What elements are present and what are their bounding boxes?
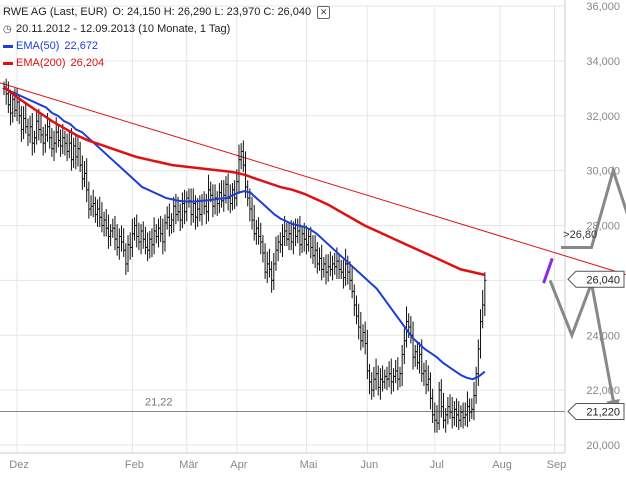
close-icon[interactable]: ✕ bbox=[317, 6, 331, 19]
support-label: 21,22 bbox=[145, 397, 173, 409]
resistance-trendline bbox=[0, 82, 626, 275]
series-layer: 21,22 >26,80 bbox=[0, 78, 626, 433]
y-tick-label: 22,000 bbox=[586, 385, 620, 397]
x-tick-label: Sep bbox=[547, 459, 567, 471]
y-tick-label: 20,000 bbox=[586, 440, 620, 452]
last-price-tag-box bbox=[567, 270, 625, 288]
period-label: 20.11.2012 - 12.09.2013 (10 Monate, 1 Ta… bbox=[16, 23, 231, 35]
y-tick-label: 24,000 bbox=[586, 330, 620, 342]
x-tick-label: Dez bbox=[9, 459, 29, 471]
x-tick-label: Mär bbox=[179, 459, 198, 471]
ema200-line bbox=[3, 85, 486, 277]
x-tick-label: Jul bbox=[430, 459, 444, 471]
ema50-value: 22,672 bbox=[64, 40, 99, 52]
y-tick-label: 36,000 bbox=[586, 1, 620, 13]
legend-period-row: ◷ 20.11.2012 - 12.09.2013 (10 Monate, 1 … bbox=[3, 21, 330, 38]
x-tick-label: Jun bbox=[360, 459, 378, 471]
ema50-label: EMA(50) bbox=[16, 40, 60, 52]
y-tick-label: 34,000 bbox=[586, 56, 620, 68]
instrument-title: RWE AG (Last, EUR) bbox=[3, 6, 108, 18]
projection-label: >26,80 bbox=[563, 229, 597, 241]
ema50-line bbox=[3, 87, 486, 381]
last-price-tag-text: 26,040 bbox=[586, 274, 620, 286]
ema200-value: 26,204 bbox=[70, 57, 105, 69]
x-tick-label: Mai bbox=[300, 459, 318, 471]
x-tick-label: Feb bbox=[125, 459, 144, 471]
support-price-tag-text: 21,220 bbox=[586, 407, 620, 419]
legend: RWE AG (Last, EUR) O: 24,150 H: 26,290 L… bbox=[3, 4, 331, 72]
ema50-swatch bbox=[3, 45, 13, 48]
x-tick-label: Apr bbox=[230, 459, 247, 471]
legend-ema50-row[interactable]: EMA(50) 22,672 bbox=[3, 38, 330, 55]
legend-title-row: RWE AG (Last, EUR) O: 24,150 H: 26,290 L… bbox=[3, 4, 331, 21]
axis-layer: 20,00022,00024,00026,00028,00030,00032,0… bbox=[9, 1, 625, 471]
ema200-label: EMA(200) bbox=[16, 57, 66, 69]
last-candle-highlight bbox=[542, 257, 554, 284]
y-tick-label: 30,000 bbox=[586, 166, 620, 178]
ohlc-values: O: 24,150 H: 26,290 L: 23,970 C: 26,040 bbox=[112, 6, 312, 18]
legend-ema200-row[interactable]: EMA(200) 26,204 bbox=[3, 55, 330, 72]
support-price-tag-box bbox=[567, 403, 625, 421]
y-tick-label: 28,000 bbox=[586, 221, 620, 233]
projection-up-path bbox=[561, 165, 626, 249]
x-tick-label: Aug bbox=[492, 459, 512, 471]
projection-down-path bbox=[548, 277, 617, 413]
y-tick-label: 32,000 bbox=[586, 111, 620, 123]
clock-icon: ◷ bbox=[3, 24, 12, 35]
ema200-swatch bbox=[3, 62, 13, 65]
